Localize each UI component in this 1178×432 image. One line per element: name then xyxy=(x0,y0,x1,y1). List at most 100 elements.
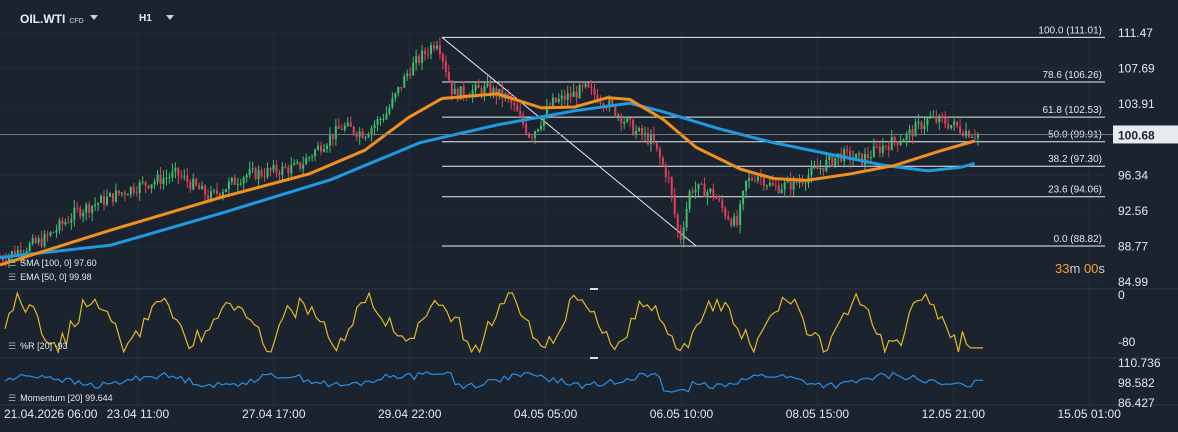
candle-body xyxy=(777,185,780,193)
candle-body xyxy=(846,149,849,152)
momentum-tick: 98.582 xyxy=(1118,376,1155,390)
momentum-axis: 110.736 98.582 86.427 xyxy=(1118,356,1161,410)
price-axis: 111.47 107.69 103.91 96.34 92.56 88.77 84.99 xyxy=(1118,26,1155,289)
candle-countdown: 33m 00s xyxy=(1055,261,1105,276)
fib-level-label: 38.2 (97.30) xyxy=(1048,154,1102,165)
candle-body xyxy=(421,50,424,63)
candle-body xyxy=(4,260,7,262)
candle-body xyxy=(489,83,492,96)
candle-body xyxy=(34,238,37,243)
candle-body xyxy=(718,198,721,201)
candle-body xyxy=(201,185,204,190)
candle-body xyxy=(213,190,216,192)
candle-body xyxy=(242,177,245,184)
candle-body xyxy=(959,126,962,133)
candle-body xyxy=(91,205,94,213)
panel-resize-handle[interactable] xyxy=(590,357,598,359)
candle-body xyxy=(278,172,281,176)
candle-body xyxy=(108,193,111,197)
candle-body xyxy=(614,104,617,116)
candle-body xyxy=(311,156,314,158)
candle-body xyxy=(578,85,581,99)
candle-body xyxy=(58,220,61,231)
candle-body xyxy=(189,181,192,190)
williams-r-legend-text: %R [20] -93 xyxy=(20,341,68,351)
ema-legend[interactable]: ☰ EMA [50, 0] 99.98 xyxy=(8,272,92,283)
settings-icon[interactable]: ☰ xyxy=(8,341,17,351)
candle-body xyxy=(67,222,70,224)
candle-body xyxy=(174,167,177,172)
candle-body xyxy=(230,177,233,182)
candle-body xyxy=(453,88,456,95)
momentum-legend[interactable]: ☰ Momentum [20] 99.644 xyxy=(8,393,113,404)
candle-body xyxy=(340,128,343,130)
settings-icon[interactable]: ☰ xyxy=(8,393,17,403)
sma-legend[interactable]: ☰ SMA [100, 0] 97.60 xyxy=(8,258,97,269)
candle-body xyxy=(162,178,165,184)
candle-body xyxy=(138,182,141,194)
fib-level-label: 50.0 (99.91) xyxy=(1048,130,1102,141)
candle-body xyxy=(765,185,768,187)
settings-icon[interactable]: ☰ xyxy=(8,258,17,268)
candle-body xyxy=(165,177,168,179)
candle-body xyxy=(542,115,545,126)
candle-body xyxy=(483,85,486,95)
candle-body xyxy=(129,187,132,195)
candle-body xyxy=(260,170,263,176)
candle-body xyxy=(16,250,19,256)
candle-body xyxy=(584,83,587,87)
candle-body xyxy=(317,145,320,150)
candle-body xyxy=(688,191,691,209)
candle-body xyxy=(694,189,697,193)
trend-line[interactable] xyxy=(441,36,697,247)
candle-body xyxy=(501,88,504,99)
williams-r-legend[interactable]: ☰ %R [20] -93 xyxy=(8,341,68,352)
candle-body xyxy=(935,116,938,123)
candle-body xyxy=(299,162,302,169)
candle-body xyxy=(629,118,632,120)
candle-body xyxy=(655,143,658,149)
candle-body xyxy=(872,146,875,158)
candle-body xyxy=(320,145,323,152)
candle-body xyxy=(284,166,287,168)
candle-body xyxy=(551,97,554,108)
candle-body xyxy=(117,190,120,194)
candle-body xyxy=(667,177,670,179)
symbol-selector[interactable]: OIL.WTI CFD xyxy=(20,12,84,26)
candle-body xyxy=(911,129,914,137)
candle-body xyxy=(926,118,929,126)
candle-body xyxy=(973,136,976,138)
candle-body xyxy=(254,168,257,180)
candle-body xyxy=(849,151,852,161)
fibonacci-retracement[interactable]: 100.0 (111.01) 78.6 (106.26) 61.8 (102.53)… xyxy=(442,25,1105,247)
candle-body xyxy=(560,95,563,99)
candle-body xyxy=(712,188,715,197)
symbol-dropdown-caret-icon[interactable] xyxy=(90,15,98,20)
candle-body xyxy=(866,154,869,158)
candle-body xyxy=(239,183,242,185)
candle-body xyxy=(914,122,917,137)
candle-body xyxy=(976,134,979,138)
momentum-tick: 86.427 xyxy=(1118,396,1155,410)
candle-body xyxy=(831,155,834,166)
timeframe-dropdown-caret-icon[interactable] xyxy=(166,15,174,20)
candle-body xyxy=(438,45,441,55)
panel-resize-handle[interactable] xyxy=(590,288,598,290)
candle-body xyxy=(855,153,858,159)
time-tick-label: 27.04 17:00 xyxy=(242,407,306,421)
candle-body xyxy=(525,124,528,134)
candle-body xyxy=(85,204,88,213)
current-price-label: 100.68 xyxy=(1118,128,1155,142)
candle-body xyxy=(10,251,13,256)
candle-body xyxy=(881,145,884,153)
candle-body xyxy=(61,220,64,225)
candle-body xyxy=(263,175,266,177)
settings-icon[interactable]: ☰ xyxy=(8,272,17,282)
candle-body xyxy=(516,105,519,112)
candle-body xyxy=(382,118,385,120)
candle-body xyxy=(563,95,566,100)
candle-body xyxy=(355,133,358,137)
candle-body xyxy=(31,238,34,244)
timeframe-selector[interactable]: H1 xyxy=(139,13,152,24)
